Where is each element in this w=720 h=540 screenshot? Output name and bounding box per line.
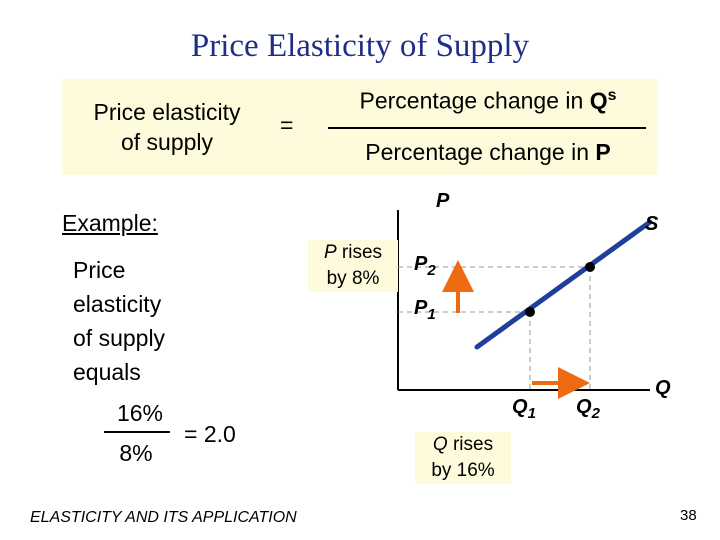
q-rises-note: Q rises by 16% xyxy=(415,432,511,484)
formula-equals: = xyxy=(280,112,294,138)
formula-numerator-sup: s xyxy=(607,87,617,104)
formula-denominator: Percentage change in P xyxy=(333,139,643,166)
example-line1: Price xyxy=(73,257,126,283)
p1-label: P1 xyxy=(414,297,436,323)
example-heading: Example: xyxy=(62,210,158,236)
formula-lhs-line1: Price elasticity xyxy=(93,99,241,125)
q1-label-var: Q xyxy=(512,396,528,418)
formula-lhs-line2: of supply xyxy=(120,129,214,155)
p1-label-var: P xyxy=(414,297,428,319)
p2-label: P2 xyxy=(414,253,436,279)
q-rises-line2: by 16% xyxy=(431,460,495,481)
supply-curve-label: S xyxy=(645,213,659,235)
supply-curve xyxy=(474,219,653,350)
y-axis-label: P xyxy=(436,190,450,212)
example-fraction-line xyxy=(104,431,170,433)
q2-label: Q2 xyxy=(576,396,600,422)
q1-label-sub: 1 xyxy=(527,405,536,422)
formula-denominator-text: Percentage change in xyxy=(365,139,596,165)
q2-label-var: Q xyxy=(576,396,592,418)
p2-label-sub: 2 xyxy=(427,262,436,279)
example-line2: elasticity xyxy=(73,291,162,317)
p-rises-line2: by 8% xyxy=(326,268,380,289)
p-rises-text: rises xyxy=(336,242,383,263)
example-line4: equals xyxy=(73,359,141,385)
p-rises-var: P xyxy=(323,242,337,263)
q-rises-text: rises xyxy=(447,434,494,455)
formula-numerator-text: Percentage change in xyxy=(359,87,590,114)
p1-label-sub: 1 xyxy=(427,306,436,323)
x-axis-label: Q xyxy=(655,377,671,399)
example-denominator: 8% xyxy=(119,440,153,466)
example-result: = 2.0 xyxy=(184,421,236,447)
slide-title: Price Elasticity of Supply xyxy=(190,28,530,64)
footer-text: ELASTICITY AND ITS APPLICATION xyxy=(30,509,297,526)
formula-lhs: Price elasticity of supply xyxy=(72,97,262,157)
example-line3: of supply xyxy=(73,325,166,351)
point-p1-q1 xyxy=(525,307,535,317)
p-rises-note: P rises by 8% xyxy=(308,240,398,292)
formula-numerator: Percentage change in Qs xyxy=(333,87,643,115)
point-p2-q2 xyxy=(585,262,595,272)
q2-label-sub: 2 xyxy=(591,405,600,422)
formula-denominator-var: P xyxy=(595,139,611,165)
q1-label: Q1 xyxy=(512,396,536,422)
formula-fraction-line xyxy=(328,127,646,129)
formula-numerator-var: Q xyxy=(589,87,608,114)
example-numerator: 16% xyxy=(116,400,164,426)
page-number: 38 xyxy=(680,507,697,524)
q-rises-var: Q xyxy=(432,434,448,455)
p2-label-var: P xyxy=(414,253,428,275)
example-description: Price elasticity of supply equals xyxy=(73,253,165,389)
